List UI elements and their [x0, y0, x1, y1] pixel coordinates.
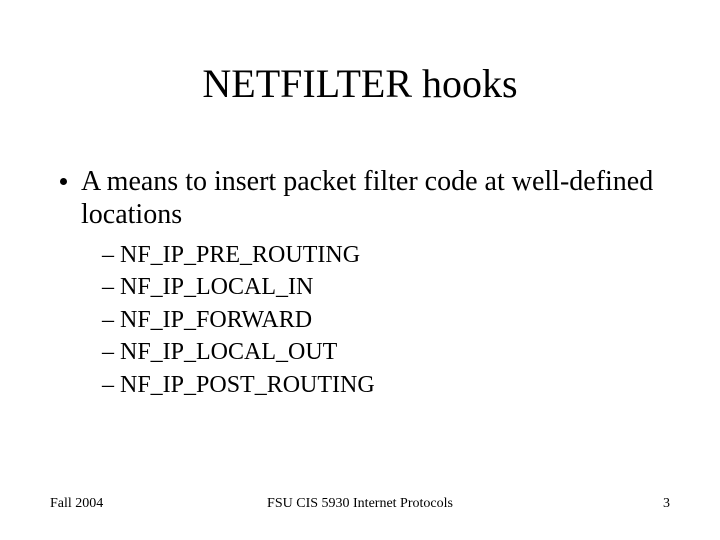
sub-item-text: NF_IP_LOCAL_OUT — [120, 336, 337, 368]
sub-list: – NF_IP_PRE_ROUTING – NF_IP_LOCAL_IN – N… — [102, 239, 660, 401]
list-item: – NF_IP_POST_ROUTING — [102, 369, 660, 401]
list-item: – NF_IP_FORWARD — [102, 304, 660, 336]
sub-item-text: NF_IP_FORWARD — [120, 304, 312, 336]
sub-item-text: NF_IP_LOCAL_IN — [120, 271, 313, 303]
dash-icon: – — [102, 271, 120, 303]
bullet-item: A means to insert packet filter code at … — [60, 165, 660, 231]
footer-right: 3 — [663, 496, 670, 512]
bullet-dot-icon — [60, 178, 67, 185]
sub-item-text: NF_IP_PRE_ROUTING — [120, 239, 360, 271]
footer-center: FSU CIS 5930 Internet Protocols — [50, 496, 670, 512]
dash-icon: – — [102, 336, 120, 368]
slide-footer: FSU CIS 5930 Internet Protocols Fall 200… — [50, 496, 670, 512]
slide-body: A means to insert packet filter code at … — [60, 165, 660, 401]
list-item: – NF_IP_LOCAL_IN — [102, 271, 660, 303]
dash-icon: – — [102, 239, 120, 271]
list-item: – NF_IP_LOCAL_OUT — [102, 336, 660, 368]
slide-title: NETFILTER hooks — [0, 60, 720, 107]
bullet-text: A means to insert packet filter code at … — [81, 165, 660, 231]
sub-item-text: NF_IP_POST_ROUTING — [120, 369, 375, 401]
dash-icon: – — [102, 304, 120, 336]
slide: NETFILTER hooks A means to insert packet… — [0, 0, 720, 540]
footer-left: Fall 2004 — [50, 496, 103, 512]
dash-icon: – — [102, 369, 120, 401]
list-item: – NF_IP_PRE_ROUTING — [102, 239, 660, 271]
